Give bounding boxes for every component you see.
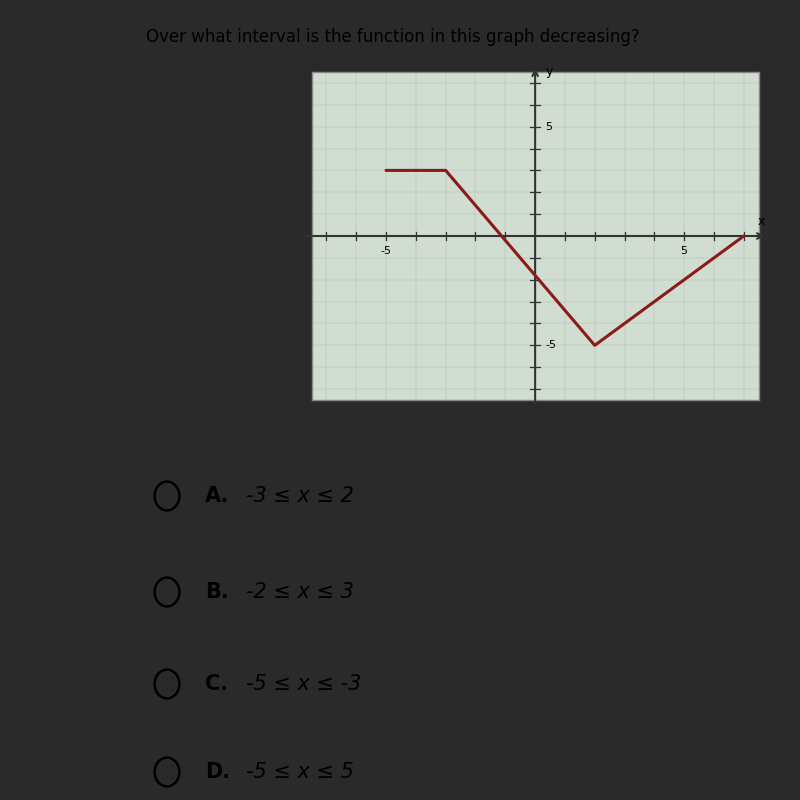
Text: -5 ≤ x ≤ 5: -5 ≤ x ≤ 5 (246, 762, 354, 782)
Text: 5: 5 (681, 246, 688, 256)
Text: D.: D. (205, 762, 230, 782)
Text: -2 ≤ x ≤ 3: -2 ≤ x ≤ 3 (246, 582, 354, 602)
Text: B.: B. (205, 582, 229, 602)
Text: 5: 5 (546, 122, 553, 132)
Text: -5: -5 (381, 246, 391, 256)
Text: C.: C. (205, 674, 228, 694)
Text: A.: A. (205, 486, 230, 506)
Text: -5: -5 (546, 340, 557, 350)
Text: Over what interval is the function in this graph decreasing?: Over what interval is the function in th… (146, 28, 640, 46)
Text: -5 ≤ x ≤ -3: -5 ≤ x ≤ -3 (246, 674, 362, 694)
Text: -3 ≤ x ≤ 2: -3 ≤ x ≤ 2 (246, 486, 354, 506)
Text: x: x (758, 215, 766, 228)
Text: y: y (546, 66, 553, 78)
